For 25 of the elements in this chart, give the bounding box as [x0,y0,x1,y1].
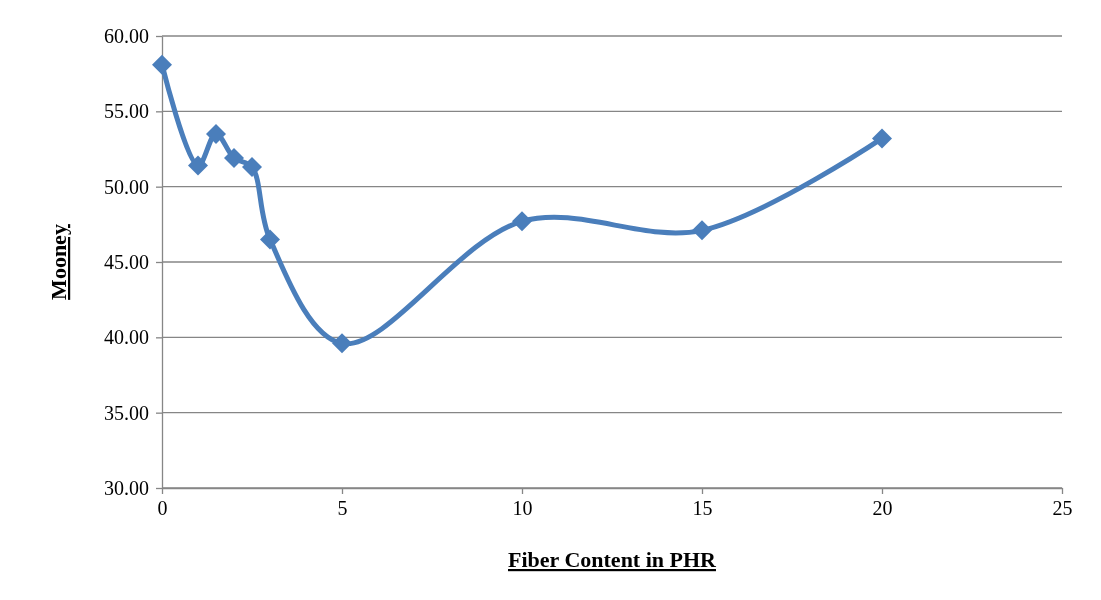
point [692,220,712,241]
x-tick-label: 5 [337,497,348,519]
point [224,148,244,169]
y-tick-label: 50.00 [104,175,149,198]
x-tick-label: 25 [1052,497,1073,519]
y-tick-label: 30.00 [104,476,149,499]
point [188,155,208,176]
y-tick-label: 60.00 [104,24,149,47]
x-axis-title: Fiber Content in PHR [508,547,718,572]
x-tick-label: 15 [692,497,713,519]
point [260,229,280,250]
y-tick-label: 45.00 [104,250,149,273]
y-axis-title: Mooney [46,224,71,300]
x-tick-label: 10 [512,497,533,519]
y-tick-label: 40.00 [104,326,149,349]
point [242,157,262,178]
point [152,54,172,75]
point [512,211,532,232]
point [332,333,352,354]
point [206,123,226,144]
x-tick-label: 20 [872,497,893,519]
x-tick-label: 0 [157,497,168,519]
y-tick-label: 35.00 [104,401,149,424]
y-tick-label: 55.00 [104,100,149,123]
point [872,128,892,149]
